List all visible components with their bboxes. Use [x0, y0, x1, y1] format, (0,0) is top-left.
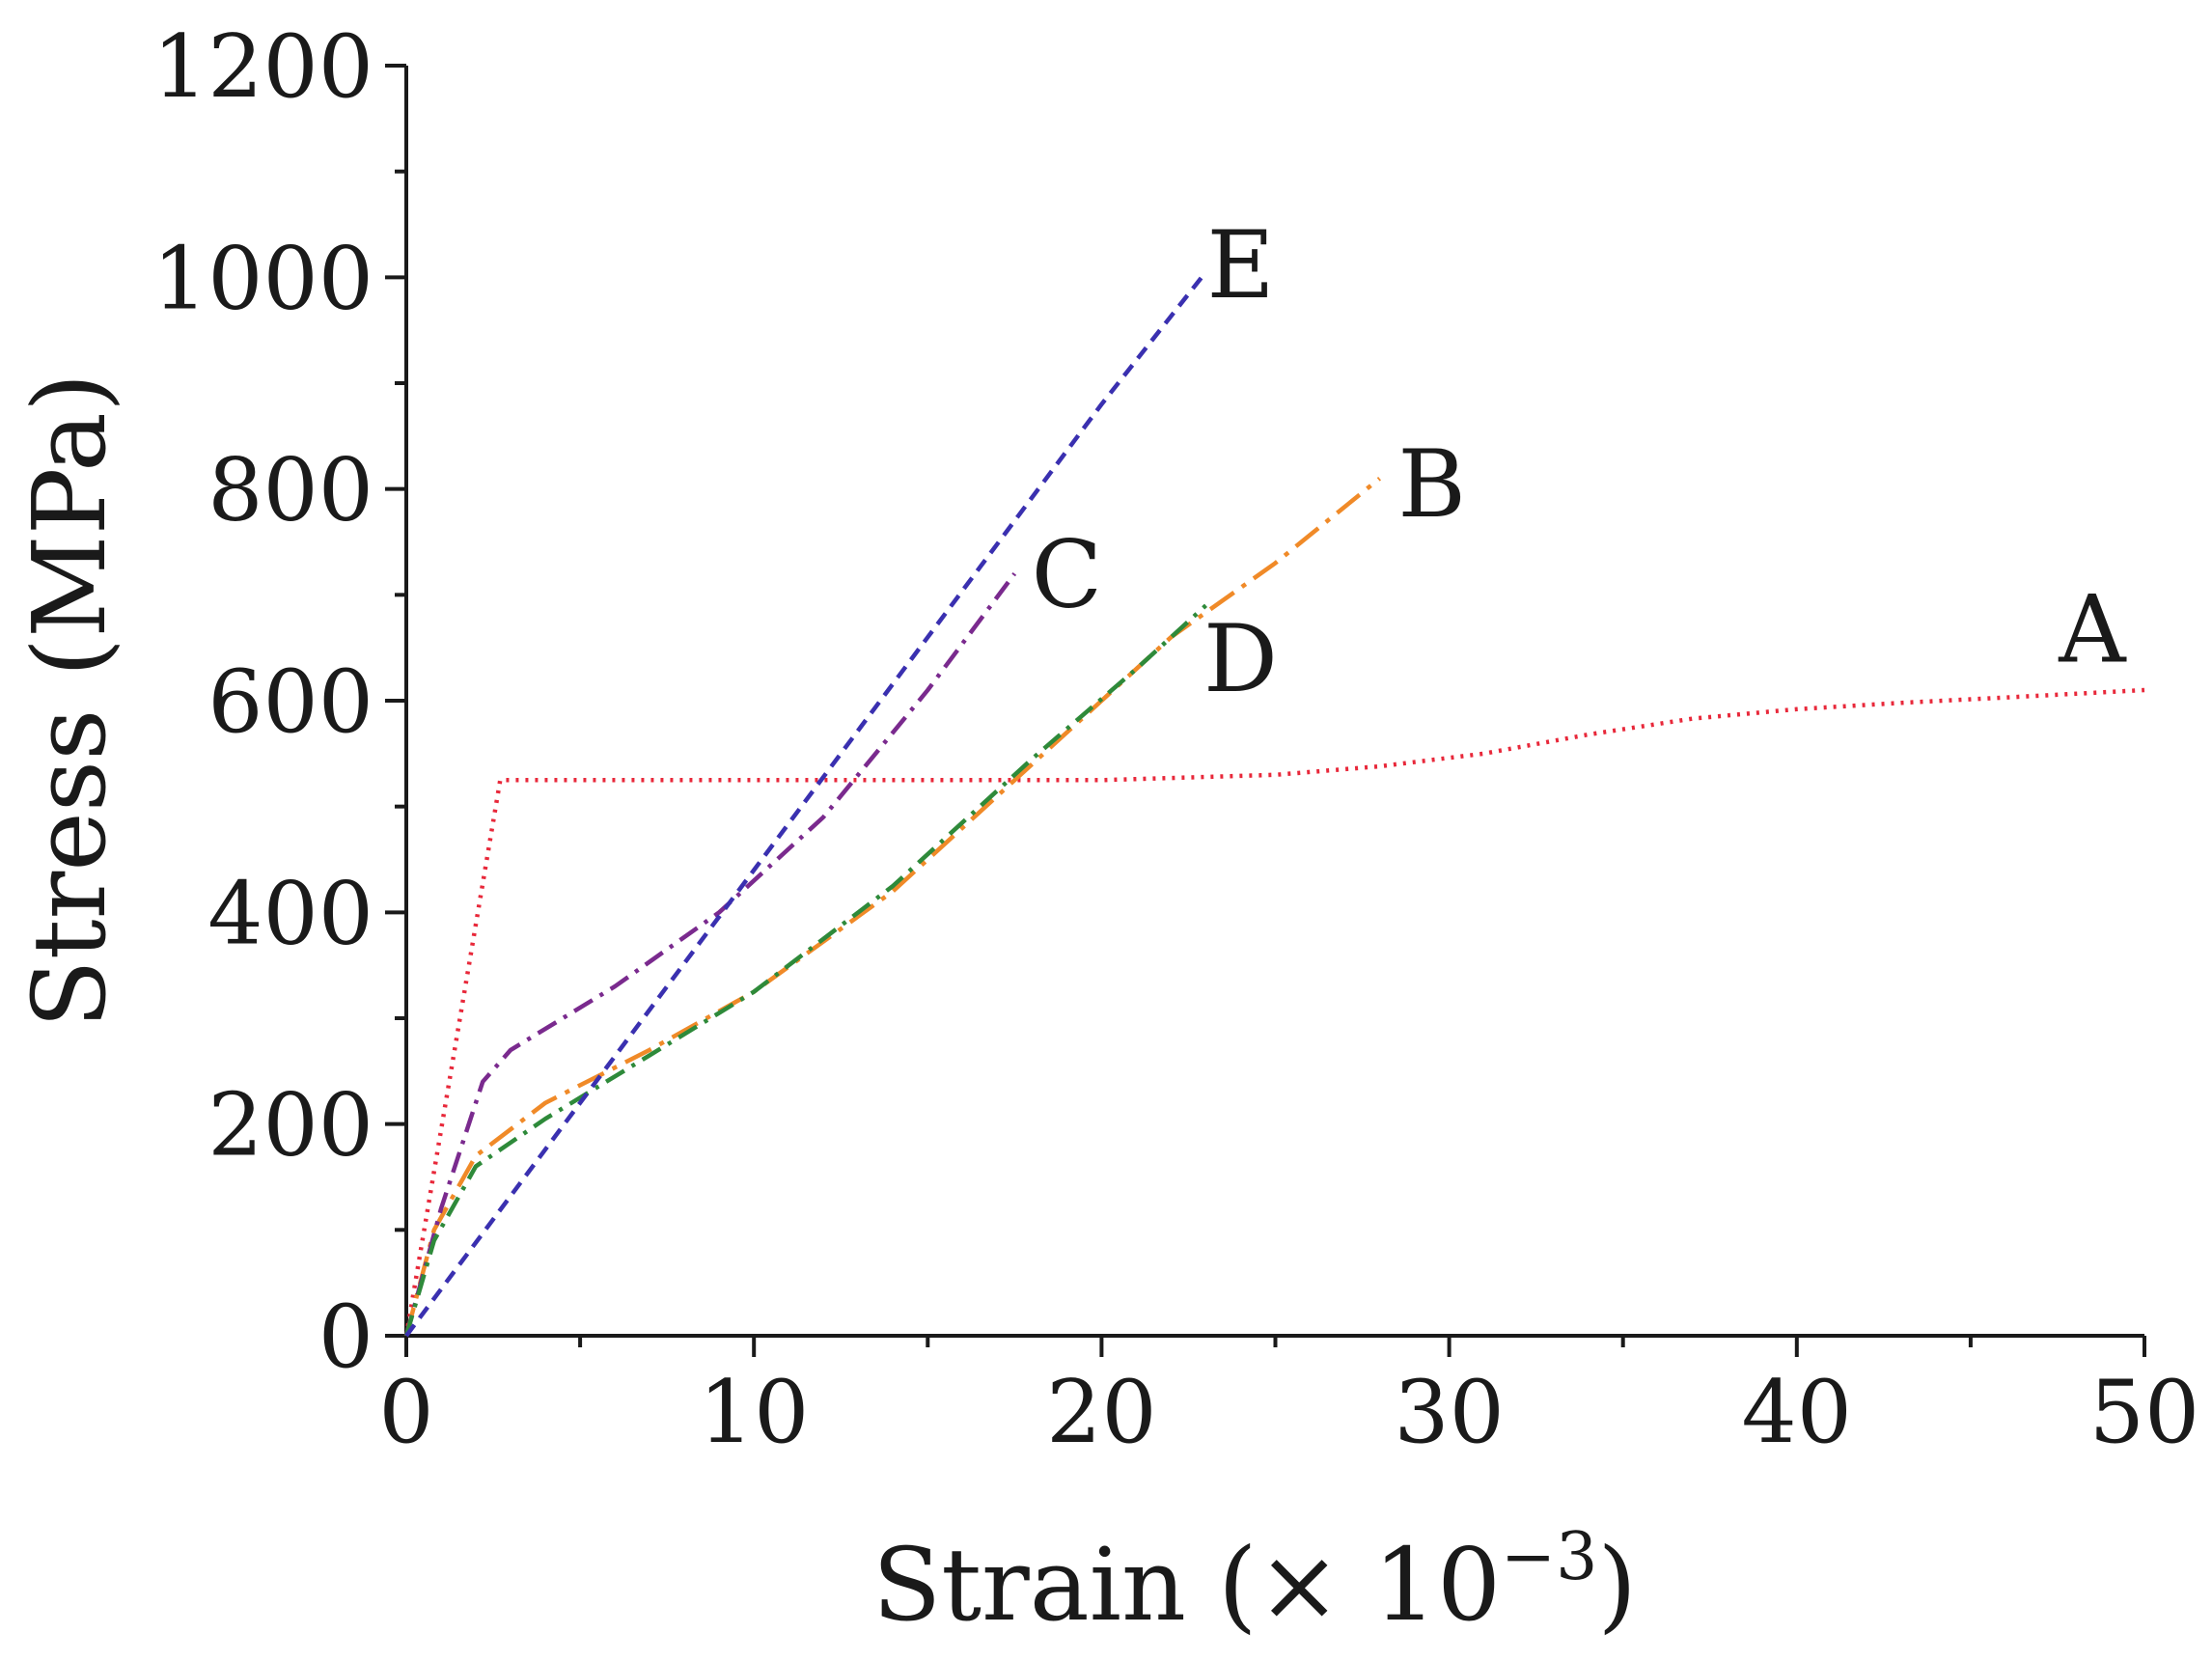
x-tick-label-30: 30 — [1394, 1362, 1505, 1463]
curve-labels: A B CD E — [1032, 211, 2128, 713]
series-line-C — [403, 572, 1017, 1337]
y-tick-label-400: 400 — [207, 863, 373, 964]
x-tick-label-40: 40 — [1742, 1362, 1853, 1463]
series-line-D — [403, 603, 1208, 1337]
series-line-E — [404, 270, 1208, 1338]
x-axis-title: Strain (× 10−3) — [872, 1519, 1637, 1644]
x-tick-labels: 0 10 20 30 40 50 — [378, 1362, 2199, 1463]
y-tick-label-1200: 1200 — [152, 16, 373, 118]
series-group — [403, 270, 2145, 1338]
curve-label-D: D — [1203, 605, 1278, 713]
x-tick-label-20: 20 — [1046, 1362, 1157, 1463]
curve-label-A: A — [2058, 575, 2127, 683]
y-tick-labels: 0 200 400 600 800 1000 1200 — [152, 16, 373, 1388]
x-tick-label-50: 50 — [2089, 1362, 2200, 1463]
x-tick-label-10: 10 — [699, 1362, 810, 1463]
y-tick-label-200: 200 — [207, 1075, 373, 1177]
x-tick-label-0: 0 — [378, 1362, 433, 1463]
x-axis-exponent: −3 — [1501, 1519, 1597, 1595]
series-line-A — [403, 687, 2145, 1337]
y-tick-label-1000: 1000 — [152, 228, 373, 329]
curve-label-E: E — [1206, 211, 1274, 319]
y-tick-label-800: 800 — [207, 440, 373, 541]
curve-label-C: C — [1032, 520, 1102, 628]
y-tick-label-600: 600 — [207, 651, 373, 753]
y-axis-title: Stress (MPa) — [11, 373, 128, 1028]
y-tick-label-0: 0 — [318, 1287, 373, 1388]
curve-label-B: B — [1397, 430, 1466, 539]
